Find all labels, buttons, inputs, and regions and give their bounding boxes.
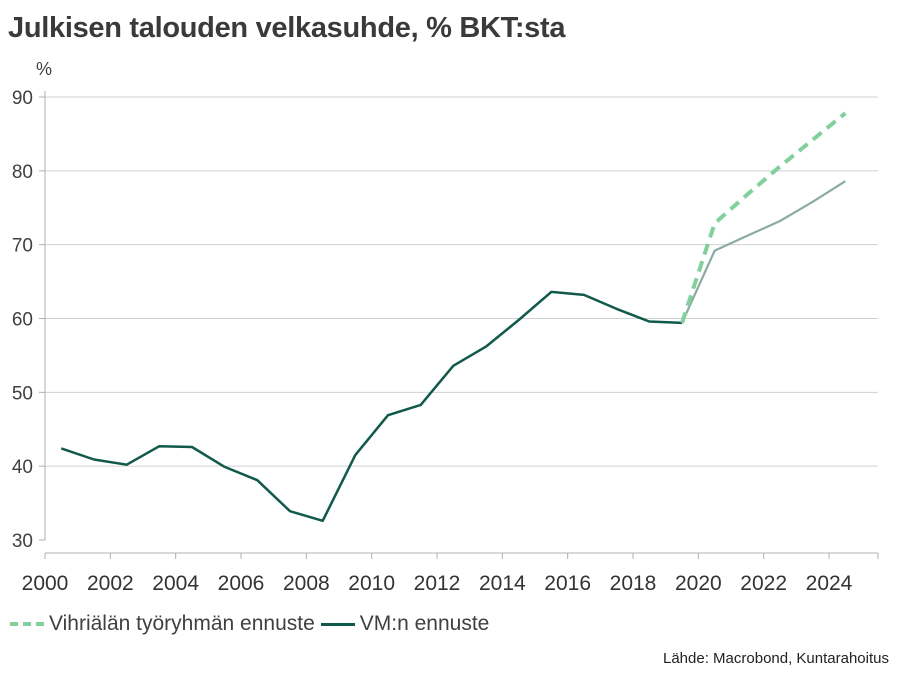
- series-lines: [60, 111, 847, 523]
- series-line-vm-ennuste: [680, 180, 846, 324]
- x-tick-label: 2024: [806, 572, 853, 595]
- x-tick-label: 2018: [610, 572, 657, 595]
- series-line-vihriala-ennuste: [680, 111, 847, 324]
- gridlines: [45, 96, 878, 467]
- axes: [39, 91, 879, 559]
- x-tick-label: 2020: [675, 572, 722, 595]
- y-tick-label: 40: [12, 457, 33, 478]
- x-tick-label: 2004: [152, 572, 199, 595]
- legend-item-vm: VM:n ennuste: [320, 612, 490, 636]
- x-tick-label: 2008: [283, 572, 330, 595]
- y-tick-label: 90: [12, 88, 33, 109]
- y-tick-label: 30: [12, 531, 33, 552]
- legend-item-vihriala: Vihriälän työryhmän ennuste: [10, 612, 315, 636]
- series-line-toteutunut: [60, 290, 683, 523]
- legend-swatch-solid: [320, 622, 355, 626]
- legend-swatch-dashed: [10, 622, 44, 626]
- chart-title: Julkisen talouden velkasuhde, % BKT:sta: [8, 12, 566, 44]
- legend-label: VM:n ennuste: [359, 612, 490, 635]
- x-tick-label: 2012: [414, 572, 461, 595]
- x-tick-label: 2002: [87, 572, 134, 595]
- y-axis-unit-label: %: [36, 59, 52, 79]
- x-tick-label: 2006: [218, 572, 265, 595]
- legend-label: Vihriälän työryhmän ennuste: [49, 612, 315, 635]
- y-tick-label: 50: [12, 383, 33, 404]
- legend: Vihriälän työryhmän ennuste VM:n ennuste: [10, 612, 495, 636]
- y-tick-label: 80: [12, 162, 33, 183]
- source-note: Lähde: Macrobond, Kuntarahoitus: [663, 650, 889, 667]
- x-tick-label: 2016: [544, 572, 591, 595]
- tick-labels: 30 40 50 60 70 80 90 2000 2002 2004 2006 2008 2010 20…: [12, 88, 853, 595]
- x-tick-label: 2022: [740, 572, 787, 595]
- y-tick-label: 60: [12, 310, 33, 331]
- x-tick-label: 2014: [479, 572, 526, 595]
- x-tick-label: 2000: [22, 572, 69, 595]
- x-tick-label: 2010: [348, 572, 395, 595]
- y-tick-label: 70: [12, 236, 33, 257]
